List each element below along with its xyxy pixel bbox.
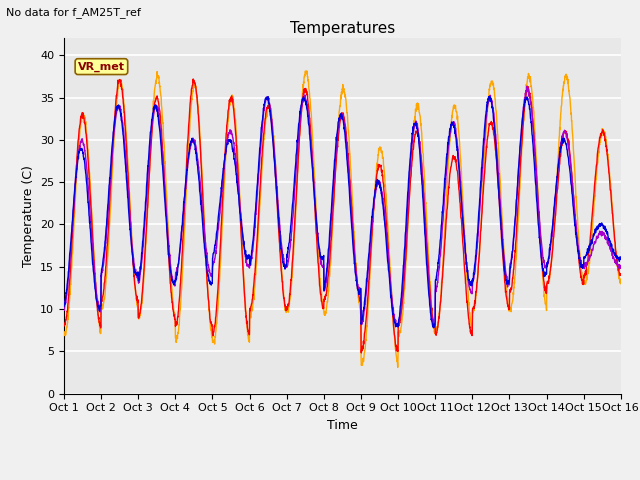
Panel T <box>371 190 379 195</box>
CNR1 PRT <box>358 319 366 325</box>
Old Ref Temp <box>371 186 379 192</box>
Old Ref Temp <box>568 125 576 131</box>
Old Ref Temp <box>303 68 311 74</box>
X-axis label: Time: Time <box>327 419 358 432</box>
HMP45 T <box>584 246 591 252</box>
Old Ref Temp <box>359 358 367 364</box>
CNR1 PRT <box>504 282 512 288</box>
HMP45 T <box>429 325 437 331</box>
Text: VR_met: VR_met <box>78 61 125 72</box>
HMP45 T <box>216 206 223 212</box>
HMP45 T <box>371 193 378 199</box>
Y-axis label: Temperature (C): Temperature (C) <box>22 165 35 267</box>
Panel T <box>617 272 625 277</box>
Panel T <box>60 323 68 328</box>
CNR1 PRT <box>584 259 591 265</box>
CNR1 PRT <box>431 324 438 329</box>
Title: Temperatures: Temperatures <box>290 21 395 36</box>
CNR1 PRT <box>60 305 68 311</box>
Panel T <box>358 350 365 356</box>
Text: No data for f_AM25T_ref: No data for f_AM25T_ref <box>6 7 141 18</box>
Line: HMP45 T: HMP45 T <box>64 96 621 328</box>
CNR1 PRT <box>216 217 223 223</box>
CNR1 PRT <box>371 196 378 202</box>
HMP45 T <box>568 191 576 197</box>
Old Ref Temp <box>216 280 223 286</box>
Old Ref Temp <box>60 333 68 338</box>
CNR1 PRT <box>617 264 625 270</box>
HMP45 T <box>505 280 513 286</box>
Panel T <box>359 345 367 350</box>
Panel T <box>189 76 197 82</box>
HMP45 T <box>617 254 625 260</box>
CNR1 PRT <box>524 83 531 89</box>
Panel T <box>568 174 576 180</box>
Line: Old Ref Temp: Old Ref Temp <box>64 71 621 367</box>
Old Ref Temp <box>505 302 513 308</box>
Line: CNR1 PRT: CNR1 PRT <box>64 86 621 326</box>
HMP45 T <box>60 304 68 310</box>
CNR1 PRT <box>568 180 576 185</box>
Legend: Panel T, Old Ref Temp, HMP45 T, CNR1 PRT: Panel T, Old Ref Temp, HMP45 T, CNR1 PRT <box>125 478 559 480</box>
Line: Panel T: Panel T <box>64 79 621 353</box>
Old Ref Temp <box>394 364 401 370</box>
Panel T <box>505 307 513 312</box>
Old Ref Temp <box>617 281 625 287</box>
Old Ref Temp <box>584 271 591 277</box>
Panel T <box>584 258 591 264</box>
HMP45 T <box>486 94 493 99</box>
HMP45 T <box>358 315 366 321</box>
Panel T <box>216 256 223 262</box>
